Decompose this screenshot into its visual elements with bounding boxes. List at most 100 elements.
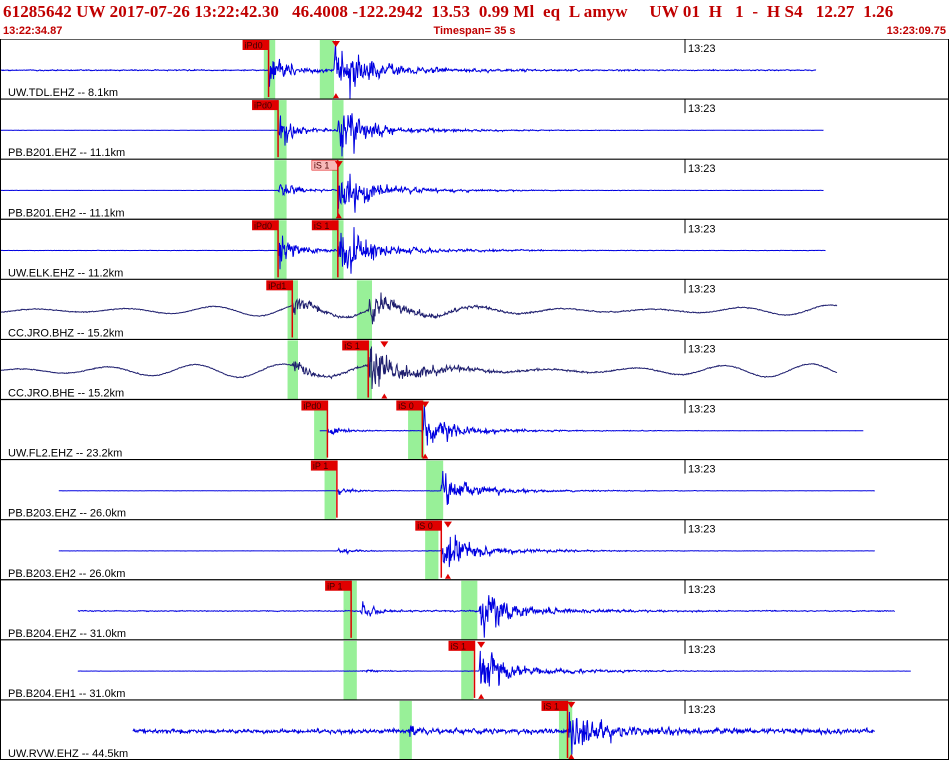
- station-label: UW.TDL.EHZ -- 8.1km: [8, 87, 118, 99]
- pick-window: [343, 580, 357, 640]
- pick-label-box: [242, 40, 269, 50]
- s-marker-bottom: [422, 453, 429, 459]
- pick-label: iP 1: [313, 461, 328, 471]
- pick-window: [343, 640, 357, 700]
- minute-label: 13:23: [688, 524, 716, 536]
- station-label: UW.ELK.EHZ -- 11.2km: [8, 267, 123, 279]
- pick-label-box: [310, 460, 337, 471]
- pick-window: [324, 460, 336, 520]
- station-label: UW.RVW.EHZ -- 44.5km: [8, 748, 128, 760]
- trace-panel: 13:23 iPd0 PB.B201.EHZ -- 11.1km: [0, 98, 949, 160]
- pick-label: iP 1: [327, 581, 342, 591]
- waveform-trace: [0, 292, 838, 325]
- s-marker-top: [380, 341, 389, 348]
- trace-panel: 13:23 iP 1 PB.B204.EHZ -- 31.0km: [0, 579, 949, 640]
- waveform-trace: [0, 113, 824, 157]
- pick-label: iPd0: [303, 401, 321, 411]
- pick-window: [356, 280, 373, 340]
- s-marker-top: [421, 401, 430, 408]
- station-label: CC.JRO.BHE -- 15.2km: [8, 388, 124, 400]
- minute-label: 13:23: [688, 163, 716, 175]
- pick-window: [425, 520, 439, 580]
- s-marker-top: [567, 701, 576, 708]
- station-label: PB.B201.EHZ -- 11.1km: [8, 147, 125, 159]
- waveform-trace: [0, 40, 817, 99]
- s-marker-bottom: [568, 754, 575, 759]
- waveform-trace: [319, 405, 864, 446]
- station-label: PB.B204.EH1 -- 31.0km: [8, 688, 125, 700]
- s-marker-top: [334, 161, 343, 168]
- timespan-label: Timespan= 35 s: [433, 25, 516, 37]
- trace-panel: 13:23 iPd1 CC.JRO.BHZ -- 15.2km: [0, 278, 949, 340]
- pick-label-box: [252, 100, 279, 111]
- pick-label: iS 0: [398, 401, 414, 411]
- station-label: PB.B204.EHZ -- 31.0km: [8, 628, 126, 640]
- s-marker-bottom: [332, 93, 339, 99]
- waveform-trace: [77, 650, 911, 687]
- pick-window: [461, 640, 474, 700]
- s-marker-bottom: [478, 693, 485, 699]
- trace-panel: 13:23 iS 1 CC.JRO.BHE -- 15.2km: [0, 338, 949, 400]
- s-marker-bottom: [444, 573, 451, 579]
- waveform-trace: [77, 595, 895, 638]
- pick-window: [287, 340, 298, 400]
- minute-label: 13:23: [688, 103, 716, 115]
- waveform-trace: [0, 346, 838, 390]
- pick-label: iS 1: [451, 641, 467, 651]
- pick-label-box: [266, 280, 293, 291]
- minute-label: 13:23: [688, 343, 716, 355]
- minute-label: 13:23: [688, 43, 716, 55]
- pick-label-box: [541, 700, 568, 711]
- seismogram-panels[interactable]: 13:23 iPd0 UW.TDL.EHZ -- 8.1km 13:23 iPd0 PB.…: [0, 39, 949, 760]
- waveform-trace: [0, 173, 824, 213]
- event-header: 61285642 UW 2017-07-26 13:22:42.30 46.40…: [0, 0, 949, 40]
- minute-label: 13:23: [688, 464, 716, 476]
- pick-label: iS 1: [544, 701, 560, 711]
- trace-panel: 13:23 iP 1 PB.B203.EHZ -- 26.0km: [0, 458, 949, 520]
- pick-label-box: [342, 340, 369, 351]
- trace-panel: 13:23 iS 1 PB.B201.EH2 -- 11.1km: [0, 158, 949, 220]
- waveform-trace: [0, 227, 826, 274]
- pick-label-box: [415, 520, 442, 531]
- trace-panel: 13:23 iS 0 PB.B203.EH2 -- 26.0km: [0, 519, 949, 580]
- station-label: PB.B203.EHZ -- 26.0km: [8, 508, 126, 520]
- pick-label-box: [311, 220, 338, 231]
- minute-label: 13:23: [688, 584, 716, 596]
- event-title: 61285642 UW 2017-07-26 13:22:42.30 46.40…: [3, 2, 894, 21]
- pick-window: [426, 460, 444, 520]
- trace-panel: 13:23 iPd0 iS 0 UW.FL2.EHZ -- 23.2km: [0, 398, 949, 460]
- pick-label-box: [448, 640, 475, 651]
- waveform-trace: [58, 470, 875, 506]
- minute-label: 13:23: [688, 404, 716, 416]
- trace-panel: 13:23 iS 1 UW.RVW.EHZ -- 44.5km: [0, 699, 949, 760]
- station-label: PB.B201.EH2 -- 11.1km: [8, 207, 125, 219]
- start-time-label: 13:22:34.87: [3, 25, 63, 37]
- station-label: PB.B203.EH2 -- 26.0km: [8, 568, 125, 580]
- station-label: UW.FL2.EHZ -- 23.2km: [8, 448, 122, 460]
- pick-label: iS 1: [344, 341, 360, 351]
- time-range-bar: Timespan= 35 s 13:22:34.87 13:23:09.75: [0, 25, 949, 39]
- pick-label: iPd1: [268, 281, 286, 291]
- end-time-label: 13:23:09.75: [886, 25, 946, 37]
- trace-panel: 13:23 iPd0 iS 1 UW.ELK.EHZ -- 11.2km: [0, 218, 949, 280]
- trace-panel: 13:23 iS 1 PB.B204.EH1 -- 31.0km: [0, 639, 949, 700]
- pick-label: iS 1: [314, 221, 330, 231]
- pick-label-box: [396, 400, 423, 411]
- s-marker-top: [331, 41, 340, 47]
- minute-label: 13:23: [688, 283, 716, 295]
- minute-label: 13:23: [688, 704, 716, 716]
- pick-label: iS 0: [417, 521, 433, 531]
- minute-label: 13:23: [688, 644, 716, 656]
- pick-label: iPd0: [245, 41, 263, 51]
- pick-window: [314, 400, 328, 460]
- waveform-trace: [58, 534, 875, 568]
- pick-window: [263, 40, 276, 100]
- s-marker-bottom: [381, 393, 388, 399]
- s-marker-top: [443, 521, 452, 528]
- pick-label-box: [252, 220, 279, 231]
- pick-label: iPd0: [254, 221, 272, 231]
- pick-label-box: [301, 400, 328, 411]
- minute-label: 13:23: [688, 223, 716, 235]
- pick-label-box: [325, 580, 352, 591]
- station-label: CC.JRO.BHZ -- 15.2km: [8, 327, 124, 339]
